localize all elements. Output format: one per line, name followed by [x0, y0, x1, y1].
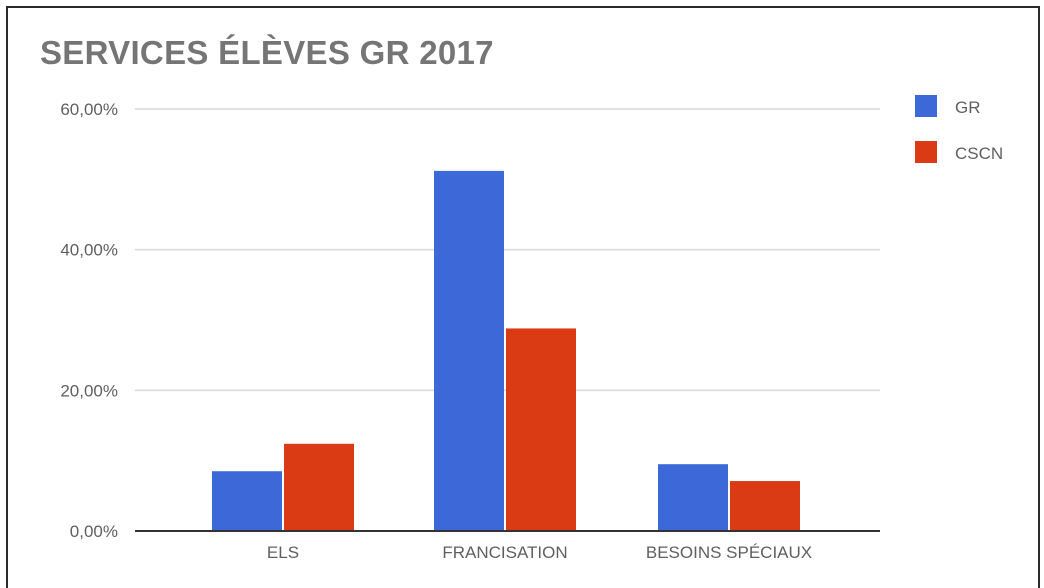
bar-gr-els: [212, 471, 282, 531]
bar-cscn-els: [284, 443, 354, 531]
x-category-label: ELS: [267, 543, 299, 562]
y-tick-label: 0,00%: [70, 522, 118, 541]
legend-swatch-cscn: [915, 141, 937, 163]
legend-label-cscn: CSCN: [955, 144, 1003, 163]
legend-swatch-gr: [915, 95, 937, 117]
bar-gr-francisation: [434, 170, 504, 532]
y-tick-label: 20,00%: [60, 381, 118, 400]
y-tick-label: 60,00%: [60, 100, 118, 119]
y-tick-label: 40,00%: [60, 241, 118, 260]
bar-gr-besoins-sp-ciaux: [658, 464, 728, 531]
bars: [212, 170, 800, 532]
bar-cscn-besoins-sp-ciaux: [730, 481, 800, 531]
legend: GR CSCN: [915, 95, 1003, 163]
y-axis-tick-labels: 0,00% 20,00% 40,00% 60,00%: [60, 100, 118, 541]
chart-title: SERVICES ÉLÈVES GR 2017: [40, 34, 494, 71]
bar-cscn-francisation: [506, 328, 576, 531]
x-axis-category-labels: ELS FRANCISATION BESOINS SPÉCIAUX: [267, 543, 812, 562]
x-category-label: BESOINS SPÉCIAUX: [646, 543, 812, 562]
x-category-label: FRANCISATION: [442, 543, 567, 562]
legend-label-gr: GR: [955, 98, 981, 117]
